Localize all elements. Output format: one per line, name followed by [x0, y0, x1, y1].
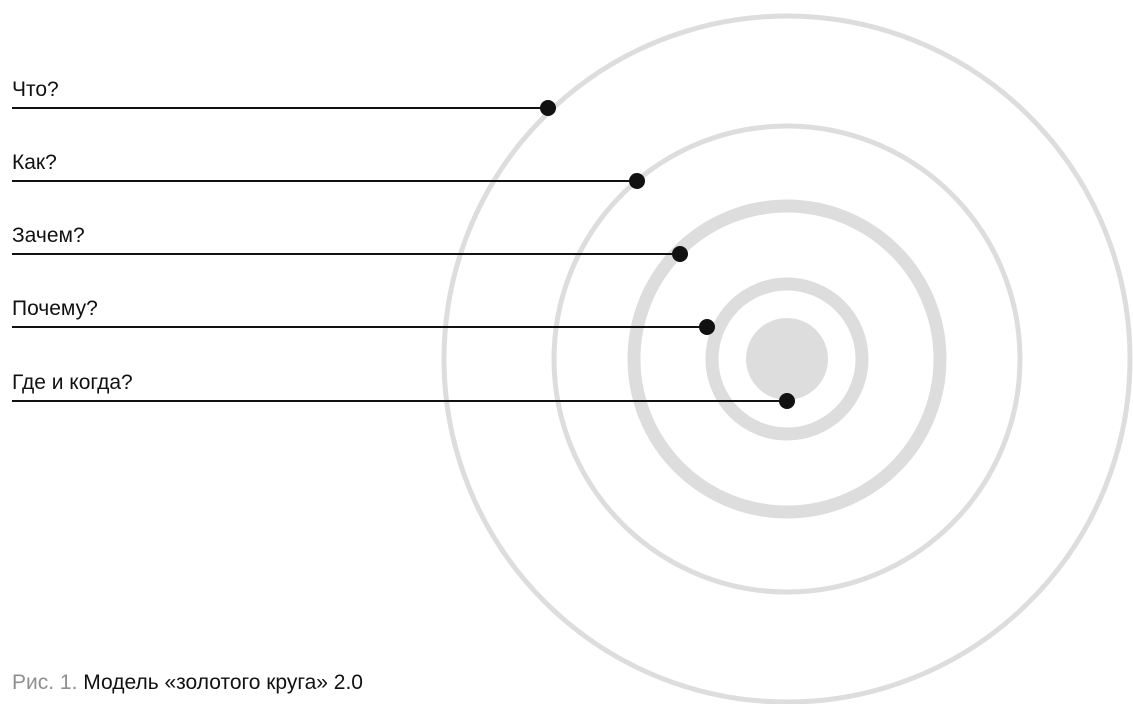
caption-prefix: Рис. 1. [12, 671, 78, 694]
label-how: Как? [12, 151, 57, 174]
dot-where-when [779, 393, 795, 409]
dot-how [629, 173, 645, 189]
row-what [12, 100, 556, 116]
ring-fourth [705, 277, 869, 441]
row-how [12, 173, 645, 189]
row-where-when [12, 393, 795, 409]
dot-what [540, 100, 556, 116]
concentric-rings [441, 13, 1133, 704]
dot-why [699, 319, 715, 335]
label-what-for: Зачем? [12, 224, 85, 247]
row-why [12, 319, 715, 335]
ring-third [627, 199, 947, 519]
row-what-for [12, 246, 688, 262]
caption-title: Модель «золотого круга» 2.0 [83, 671, 363, 694]
label-what: Что? [12, 78, 59, 101]
ring-outer [441, 13, 1133, 704]
ring-second [551, 123, 1023, 595]
figure-caption: Рис. 1. Модель «золотого круга» 2.0 [12, 670, 363, 696]
label-why: Почему? [12, 297, 98, 320]
ring-core [746, 318, 828, 400]
dot-what-for [672, 246, 688, 262]
label-where-when: Где и когда? [12, 371, 133, 394]
